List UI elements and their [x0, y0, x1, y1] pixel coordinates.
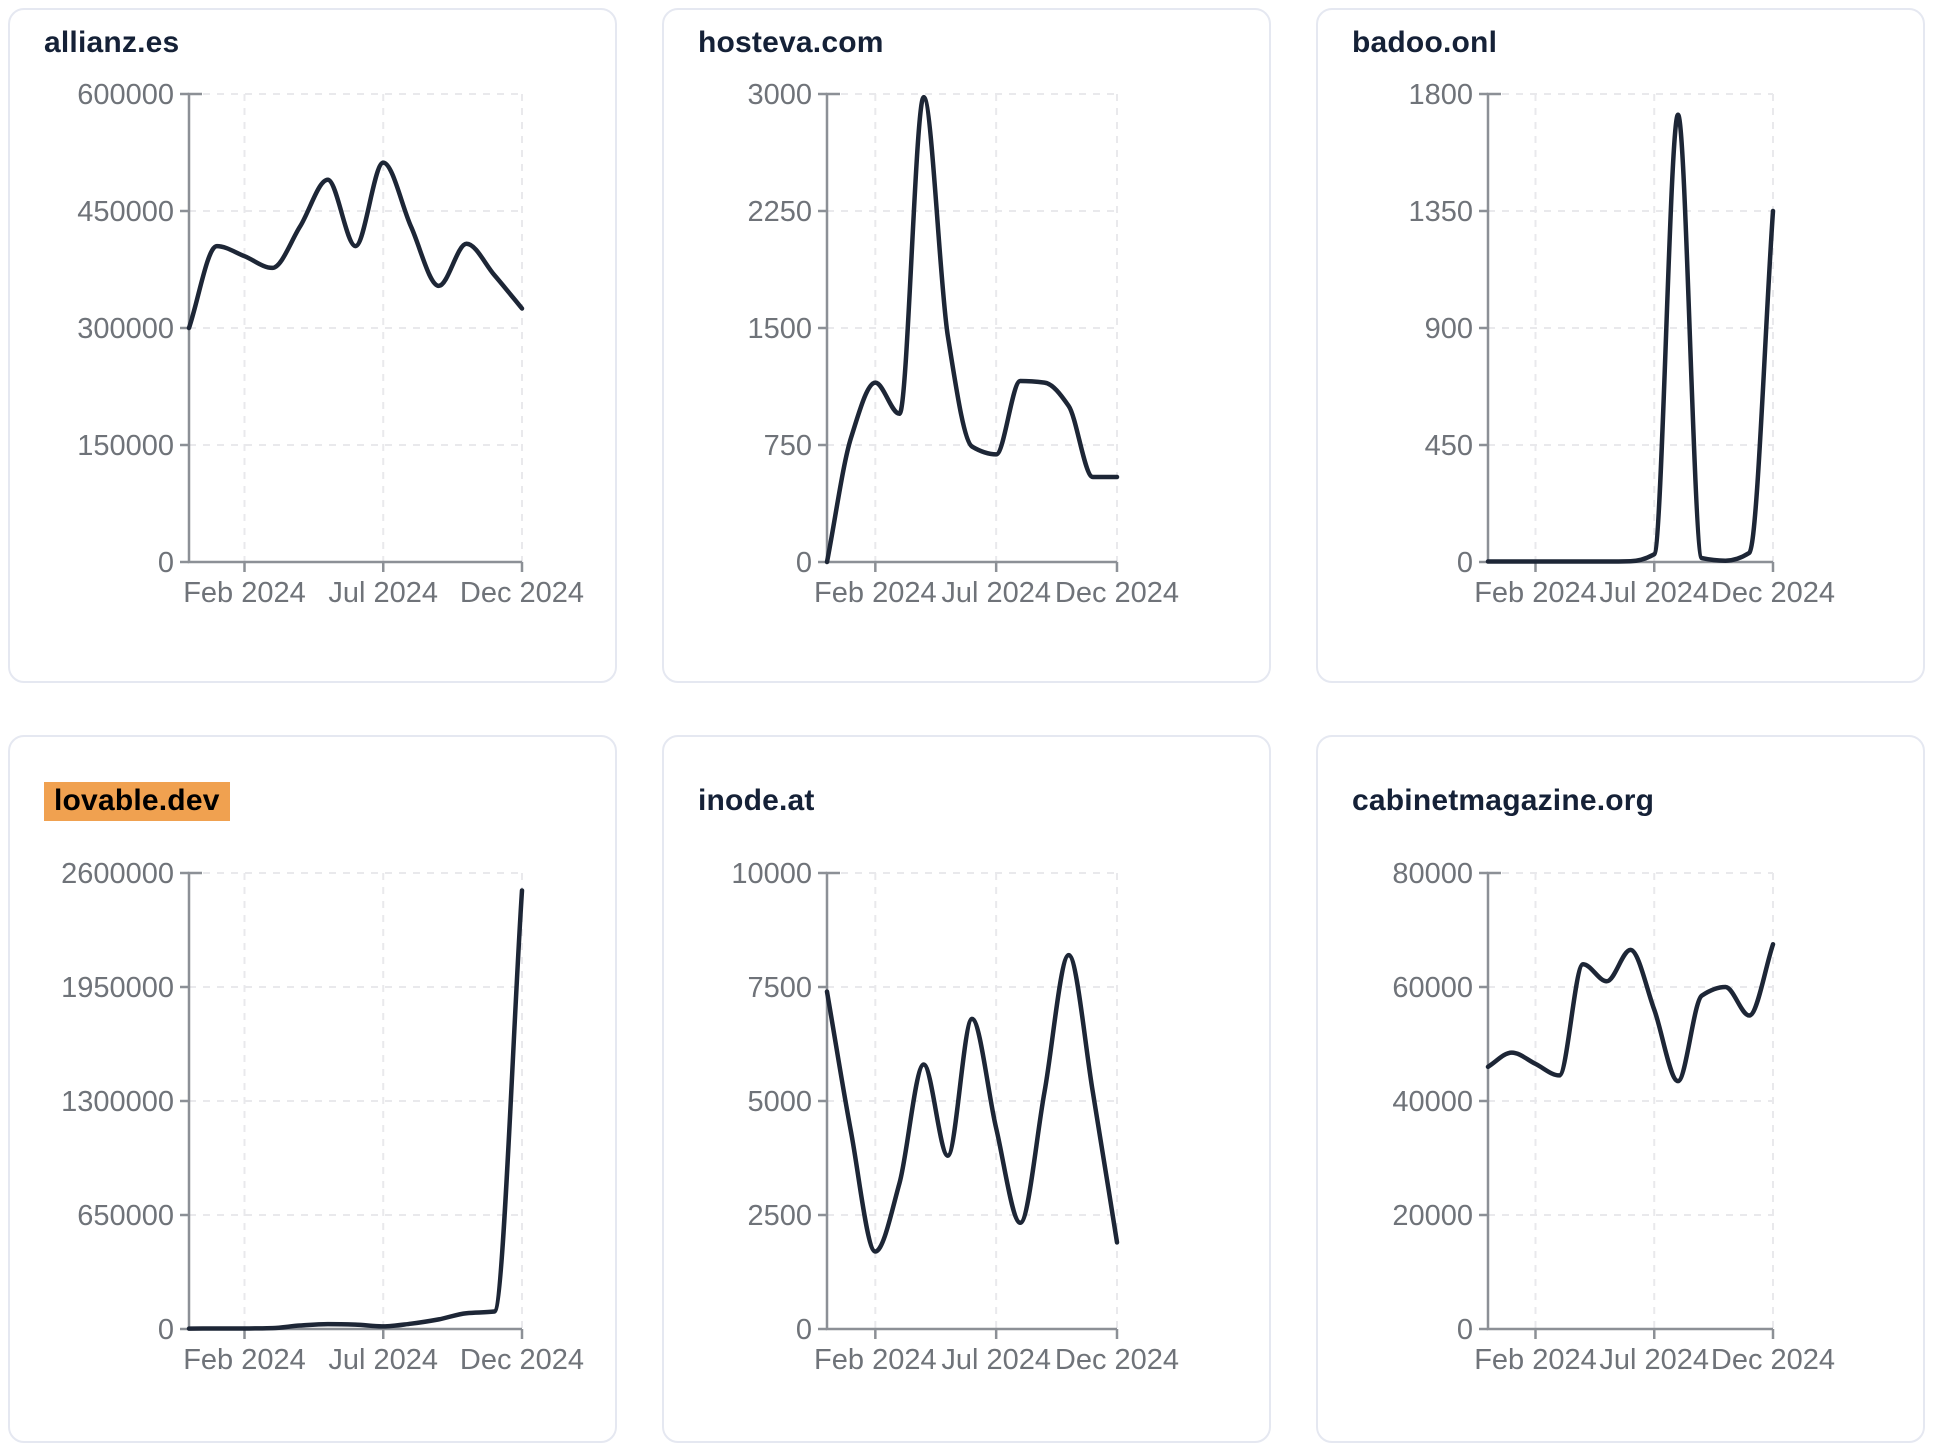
domain-title: cabinetmagazine.org	[1352, 781, 1654, 821]
domain-title: badoo.onl	[1352, 23, 1497, 63]
domain-card-allianz: 0 150000 300000 450000 600000 Feb 2024 Jul 202…	[8, 8, 617, 683]
x-tick-label: Dec 2024	[1055, 1344, 1179, 1376]
series-line	[824, 952, 1120, 1254]
series-line	[1485, 942, 1776, 1084]
series-line	[824, 94, 1120, 565]
line-chart: 0 750 1500 2250 3000 Feb 2024 Jul 2024 Dec 2024	[747, 79, 1179, 609]
domain-title: allianz.es	[44, 23, 179, 63]
y-tick-label: 40000	[1392, 1086, 1473, 1118]
domain-title-text: hosteva.com	[698, 26, 884, 59]
y-tick-label: 0	[796, 547, 812, 579]
y-tick-label: 450	[1425, 430, 1473, 462]
x-tick-label: Jul 2024	[941, 1344, 1051, 1376]
y-tick-label: 650000	[77, 1200, 174, 1232]
y-tick-label: 20000	[1392, 1200, 1473, 1232]
y-tick-label: 80000	[1392, 858, 1473, 890]
y-tick-label: 3000	[747, 79, 812, 111]
y-tick-label: 10000	[731, 858, 812, 890]
y-tick-label: 900	[1425, 313, 1473, 345]
y-tick-label: 1950000	[61, 972, 174, 1004]
domain-title-text-highlighted: lovable.dev	[44, 782, 230, 821]
domain-card-inode: 0 2500 5000 7500 10000 Feb 2024 Jul 2024 Dec 20…	[662, 735, 1271, 1443]
x-tick-label: Feb 2024	[814, 1344, 937, 1376]
domain-title: hosteva.com	[698, 23, 884, 63]
line-chart: 0 150000 300000 450000 600000 Feb 2024 Jul 202…	[77, 79, 584, 609]
y-tick-label: 2250	[747, 196, 812, 228]
series-line	[186, 160, 525, 331]
domain-title-text: allianz.es	[44, 26, 180, 59]
domain-title-text: badoo.onl	[1352, 26, 1498, 59]
x-tick-label: Jul 2024	[328, 577, 438, 609]
y-tick-label: 0	[1457, 547, 1473, 579]
y-tick-label: 0	[1457, 1314, 1473, 1346]
domain-title-text: inode.at	[698, 784, 815, 817]
x-tick-label: Feb 2024	[183, 577, 306, 609]
series-line	[1485, 112, 1776, 564]
y-tick-label: 1350	[1408, 196, 1473, 228]
x-tick-label: Jul 2024	[1599, 1344, 1709, 1376]
y-tick-label: 1800	[1408, 79, 1473, 111]
y-tick-label: 450000	[77, 196, 174, 228]
domain-card-cabinetmagazine: 0 20000 40000 60000 80000 Feb 2024 Jul 2024 Dec…	[1316, 735, 1925, 1443]
y-tick-label: 2600000	[61, 858, 174, 890]
y-tick-label: 0	[158, 1314, 174, 1346]
y-tick-label: 2500	[747, 1200, 812, 1232]
domain-card-hosteva: 0 750 1500 2250 3000 Feb 2024 Jul 2024 Dec 2024…	[662, 8, 1271, 683]
x-tick-label: Feb 2024	[1474, 577, 1597, 609]
y-tick-label: 1500	[747, 313, 812, 345]
y-tick-label: 150000	[77, 430, 174, 462]
x-tick-label: Feb 2024	[1474, 1344, 1597, 1376]
x-tick-label: Dec 2024	[460, 1344, 584, 1376]
y-tick-label: 300000	[77, 313, 174, 345]
y-tick-label: 750	[764, 430, 812, 462]
y-tick-label: 0	[796, 1314, 812, 1346]
x-tick-label: Jul 2024	[941, 577, 1051, 609]
y-tick-label: 0	[158, 547, 174, 579]
y-tick-label: 600000	[77, 79, 174, 111]
domain-title: inode.at	[698, 781, 815, 821]
x-tick-label: Jul 2024	[328, 1344, 438, 1376]
y-tick-label: 5000	[747, 1086, 812, 1118]
line-chart: 0 650000 1300000 1950000 2600000 Feb 2024 Jul …	[61, 858, 584, 1376]
line-chart: 0 2500 5000 7500 10000 Feb 2024 Jul 2024 Dec 20…	[731, 858, 1179, 1376]
x-tick-label: Dec 2024	[460, 577, 584, 609]
x-tick-label: Dec 2024	[1055, 577, 1179, 609]
x-tick-label: Feb 2024	[183, 1344, 306, 1376]
domain-card-badoo: 0 450 900 1350 1800 Feb 2024 Jul 2024 Dec 2024 …	[1316, 8, 1925, 683]
domain-card-lovable: 0 650000 1300000 1950000 2600000 Feb 2024 Jul …	[8, 735, 617, 1443]
line-chart: 0 20000 40000 60000 80000 Feb 2024 Jul 2024 Dec…	[1392, 858, 1835, 1376]
y-tick-label: 1300000	[61, 1086, 174, 1118]
y-tick-label: 7500	[747, 972, 812, 1004]
x-tick-label: Dec 2024	[1711, 577, 1835, 609]
domain-title: lovable.dev	[44, 781, 230, 821]
line-chart: 0 450 900 1350 1800 Feb 2024 Jul 2024 Dec 2024	[1408, 79, 1835, 609]
x-tick-label: Feb 2024	[814, 577, 937, 609]
y-tick-label: 60000	[1392, 972, 1473, 1004]
x-tick-label: Jul 2024	[1599, 577, 1709, 609]
domain-title-text: cabinetmagazine.org	[1352, 784, 1655, 817]
x-tick-label: Dec 2024	[1711, 1344, 1835, 1376]
series-line	[186, 888, 525, 1331]
